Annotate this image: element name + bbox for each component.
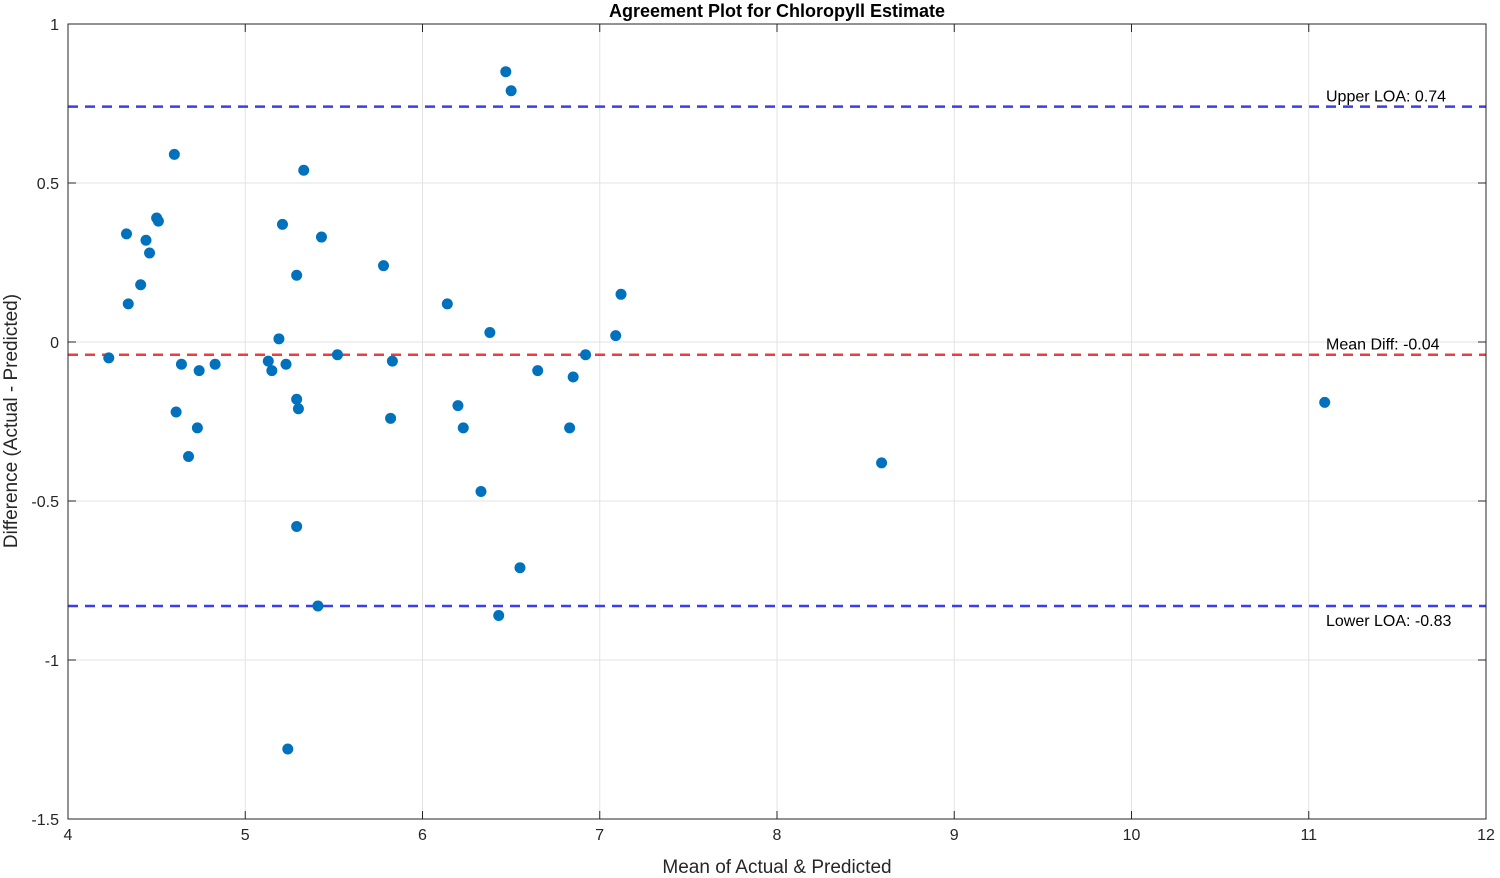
y-tick-label: 0 — [50, 335, 59, 352]
chart-title: Agreement Plot for Chloropyll Estimate — [609, 1, 945, 21]
data-points — [103, 66, 1331, 755]
data-point — [610, 330, 622, 342]
data-point — [152, 215, 164, 227]
x-tick-label: 10 — [1123, 827, 1141, 844]
x-axis-label: Mean of Actual & Predicted — [662, 857, 891, 878]
data-point — [298, 164, 310, 176]
data-point — [564, 422, 576, 434]
axis-ticks: 4 5 6 7 8 9 10 11 12 1 0.5 0 -0.5 -1 -1.5 — [31, 17, 1495, 844]
data-point — [452, 400, 464, 412]
data-point — [312, 600, 324, 612]
data-point — [209, 358, 221, 370]
data-point — [457, 422, 469, 434]
data-point — [276, 218, 288, 230]
y-tick-label: 0.5 — [37, 176, 59, 193]
x-tick-label: 5 — [241, 827, 250, 844]
data-point — [532, 365, 544, 377]
data-point — [122, 298, 134, 310]
data-point — [282, 743, 294, 755]
data-point — [170, 406, 182, 418]
data-point — [291, 393, 303, 405]
x-tick-label: 4 — [64, 827, 73, 844]
data-point — [291, 520, 303, 532]
lower-loa-label: Lower LOA: -0.83 — [1326, 613, 1452, 630]
data-point — [140, 234, 152, 246]
data-point — [262, 355, 274, 367]
data-point — [273, 333, 285, 345]
y-axis-label: Difference (Actual - Predicted) — [1, 294, 22, 548]
data-point — [331, 349, 343, 361]
data-point — [441, 298, 453, 310]
data-point — [567, 371, 579, 383]
data-point — [292, 403, 304, 415]
x-tick-label: 7 — [595, 827, 604, 844]
reference-line-labels: Upper LOA: 0.74 Mean Diff: -0.04 Lower LOA… — [1326, 89, 1452, 630]
x-tick-label: 6 — [418, 827, 427, 844]
data-point — [193, 365, 205, 377]
y-tick-label: 1 — [50, 17, 59, 34]
data-point — [135, 279, 147, 291]
data-point — [484, 326, 496, 338]
data-point — [378, 260, 390, 272]
data-point — [168, 148, 180, 160]
data-point — [280, 358, 292, 370]
data-point — [493, 609, 505, 621]
data-point — [505, 85, 517, 97]
x-tick-label: 8 — [773, 827, 782, 844]
data-point — [315, 231, 327, 243]
y-tick-label: -0.5 — [31, 494, 59, 511]
data-point — [191, 422, 203, 434]
data-point — [120, 228, 132, 240]
data-point — [386, 355, 398, 367]
data-point — [615, 288, 627, 300]
data-point — [580, 349, 592, 361]
data-point — [475, 485, 487, 497]
data-point — [103, 352, 115, 364]
data-point — [385, 412, 397, 424]
data-point — [183, 450, 195, 462]
y-tick-label: -1 — [45, 653, 59, 670]
data-point — [876, 457, 888, 469]
x-tick-label: 9 — [950, 827, 959, 844]
y-tick-label: -1.5 — [31, 812, 59, 829]
reference-lines — [68, 105, 1486, 608]
mean-diff-label: Mean Diff: -0.04 — [1326, 337, 1440, 354]
data-point — [291, 269, 303, 281]
upper-loa-label: Upper LOA: 0.74 — [1326, 89, 1446, 106]
data-point — [1319, 396, 1331, 408]
x-tick-label: 12 — [1477, 827, 1495, 844]
x-tick-label: 11 — [1300, 827, 1317, 844]
data-point — [175, 358, 187, 370]
data-point — [500, 66, 512, 78]
data-point — [144, 247, 156, 259]
data-point — [266, 365, 278, 377]
data-point — [514, 562, 526, 574]
